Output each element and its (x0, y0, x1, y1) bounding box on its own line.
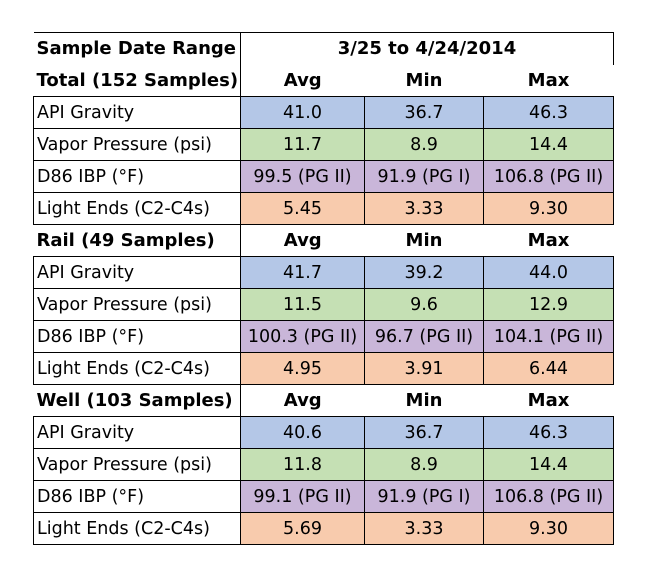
row-label: Vapor Pressure (psi) (33, 128, 241, 161)
value-max: 46.3 (483, 96, 614, 129)
d86-ibp-row: D86 IBP (°F) 99.5 (PG II) 91.9 (PG I) 106.8… (33, 160, 614, 193)
value-max: 44.0 (483, 256, 614, 289)
column-header-avg: Avg (283, 390, 322, 411)
value-min: 9.6 (364, 288, 484, 321)
section-title: Total (152 Samples) (33, 64, 241, 97)
value-min: 39.2 (364, 256, 484, 289)
value-max: 6.44 (483, 352, 614, 385)
light-ends-row: Light Ends (C2-C4s) 4.95 3.91 6.44 (33, 352, 614, 385)
value-max: 104.1 (PG II) (483, 320, 614, 353)
d86-ibp-row: D86 IBP (°F) 99.1 (PG II) 91.9 (PG I) 106.8… (33, 480, 614, 513)
row-label: API Gravity (33, 256, 241, 289)
section-header-row: Rail (49 Samples) Avg Min Max (33, 224, 614, 257)
date-range-row: Sample Date Range 3/25 to 4/24/2014 (33, 32, 614, 65)
column-header-min: Min (405, 230, 443, 251)
value-min: 3.91 (364, 352, 484, 385)
value-min: 91.9 (PG I) (364, 160, 484, 193)
section-header-row: Well (103 Samples) Avg Min Max (33, 384, 614, 417)
date-range-value: 3/25 to 4/24/2014 (240, 32, 614, 65)
value-avg: 4.95 (240, 352, 365, 385)
value-avg: 40.6 (240, 416, 365, 449)
column-header-min: Min (405, 69, 443, 91)
date-range-label: Sample Date Range (33, 32, 241, 65)
value-min: 96.7 (PG II) (364, 320, 484, 353)
light-ends-row: Light Ends (C2-C4s) 5.69 3.33 9.30 (33, 512, 614, 545)
section-title: Well (103 Samples) (33, 384, 241, 417)
vapor-pressure-row: Vapor Pressure (psi) 11.7 8.9 14.4 (33, 128, 614, 161)
row-label: Light Ends (C2-C4s) (33, 512, 241, 545)
row-label: API Gravity (33, 416, 241, 449)
section-header-row: Total (152 Samples) Avg Min Max (33, 64, 614, 97)
sample-summary-table: Sample Date Range 3/25 to 4/24/2014 Tota… (33, 32, 614, 545)
row-label: Light Ends (C2-C4s) (33, 192, 241, 225)
row-label: Vapor Pressure (psi) (33, 448, 241, 481)
value-max: 9.30 (483, 192, 614, 225)
value-min: 36.7 (364, 416, 484, 449)
value-min: 8.9 (364, 448, 484, 481)
vapor-pressure-row: Vapor Pressure (psi) 11.5 9.6 12.9 (33, 288, 614, 321)
row-label: API Gravity (33, 96, 241, 129)
row-label: D86 IBP (°F) (33, 480, 241, 513)
value-avg: 41.0 (240, 96, 365, 129)
value-max: 9.30 (483, 512, 614, 545)
d86-ibp-row: D86 IBP (°F) 100.3 (PG II) 96.7 (PG II) 104… (33, 320, 614, 353)
column-header-max: Max (527, 390, 570, 411)
column-header-avg: Avg (283, 69, 322, 91)
value-max: 14.4 (483, 128, 614, 161)
value-avg: 5.69 (240, 512, 365, 545)
value-max: 106.8 (PG II) (483, 480, 614, 513)
value-min: 3.33 (364, 192, 484, 225)
section-title: Rail (49 Samples) (33, 224, 241, 257)
vapor-pressure-row: Vapor Pressure (psi) 11.8 8.9 14.4 (33, 448, 614, 481)
value-max: 106.8 (PG II) (483, 160, 614, 193)
value-min: 91.9 (PG I) (364, 480, 484, 513)
column-header-avg: Avg (283, 230, 322, 251)
column-header-max: Max (527, 69, 570, 91)
value-max: 46.3 (483, 416, 614, 449)
value-max: 14.4 (483, 448, 614, 481)
value-avg: 41.7 (240, 256, 365, 289)
table-body: Sample Date Range 3/25 to 4/24/2014 Tota… (33, 32, 614, 545)
column-header-min: Min (405, 390, 443, 411)
row-label: D86 IBP (°F) (33, 160, 241, 193)
api-gravity-row: API Gravity 41.7 39.2 44.0 (33, 256, 614, 289)
value-min: 36.7 (364, 96, 484, 129)
api-gravity-row: API Gravity 41.0 36.7 46.3 (33, 96, 614, 129)
row-label: D86 IBP (°F) (33, 320, 241, 353)
light-ends-row: Light Ends (C2-C4s) 5.45 3.33 9.30 (33, 192, 614, 225)
value-avg: 11.8 (240, 448, 365, 481)
value-avg: 11.5 (240, 288, 365, 321)
value-avg: 99.1 (PG II) (240, 480, 365, 513)
value-avg: 100.3 (PG II) (240, 320, 365, 353)
value-min: 3.33 (364, 512, 484, 545)
api-gravity-row: API Gravity 40.6 36.7 46.3 (33, 416, 614, 449)
value-avg: 99.5 (PG II) (240, 160, 365, 193)
value-max: 12.9 (483, 288, 614, 321)
row-label: Light Ends (C2-C4s) (33, 352, 241, 385)
value-avg: 5.45 (240, 192, 365, 225)
value-avg: 11.7 (240, 128, 365, 161)
column-header-max: Max (527, 230, 570, 251)
row-label: Vapor Pressure (psi) (33, 288, 241, 321)
value-min: 8.9 (364, 128, 484, 161)
